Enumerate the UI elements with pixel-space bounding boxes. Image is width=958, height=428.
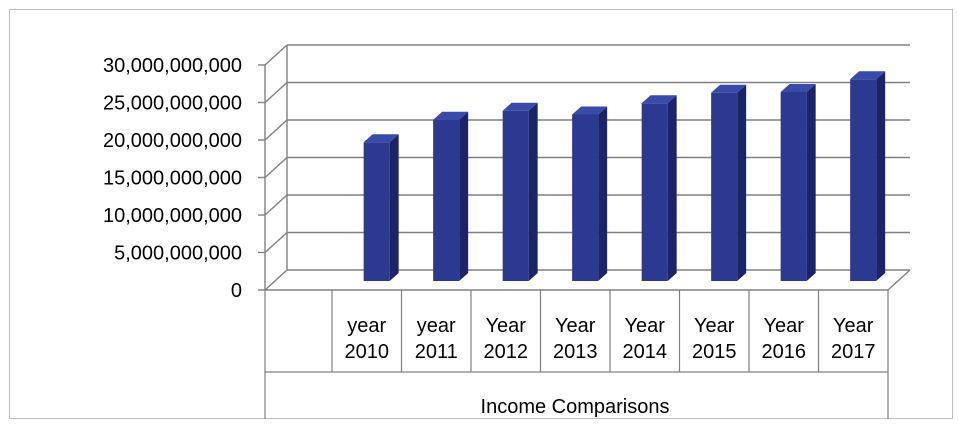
bar-front-face <box>433 119 460 281</box>
category-label: Year 2014 <box>623 315 668 363</box>
bar-side-face <box>598 106 608 281</box>
bar-top-face <box>433 111 469 120</box>
y-tick-label: 20,000,000,000 <box>103 130 242 152</box>
bar-front-face <box>850 79 877 281</box>
y-axis-tick-labels: 0 5,000,000,000 10,000,000,000 15,000,000,0… <box>103 55 242 302</box>
bar <box>433 111 469 281</box>
bar <box>711 84 747 281</box>
x-axis-category-labels: year 2010 year 2011 Year 2012 Year 2013 Year 2014… <box>345 315 876 363</box>
bar-top-face <box>572 106 608 115</box>
category-label-line: 2016 <box>762 341 807 363</box>
bar-side-face <box>389 134 399 281</box>
category-label-line: 2014 <box>623 341 668 363</box>
y-tick-label: 5,000,000,000 <box>114 243 242 265</box>
category-label-line: 2015 <box>692 341 737 363</box>
bar-side-face <box>806 84 816 281</box>
bar <box>780 84 816 281</box>
category-label-line: Year <box>486 315 527 337</box>
bar <box>572 106 608 281</box>
bar-side-face <box>737 84 747 281</box>
gridline-depth <box>264 269 288 291</box>
category-label-line: Year <box>694 315 735 337</box>
category-label-line: Year <box>555 315 596 337</box>
y-tick-label: 25,000,000,000 <box>103 93 242 115</box>
category-label-line: Year <box>625 315 666 337</box>
bar-top-face <box>780 84 816 92</box>
bar <box>502 102 538 281</box>
bar-top-face <box>363 134 399 143</box>
bar-side-face <box>528 102 538 281</box>
gridline-depth <box>264 156 288 179</box>
y-tick-label: 10,000,000,000 <box>103 205 242 227</box>
category-label-line: year <box>417 315 456 337</box>
bar-front-face <box>572 114 599 281</box>
category-label: Year 2012 <box>484 315 529 363</box>
category-group-label: Income Comparisons <box>481 396 670 418</box>
bar-top-face <box>641 95 677 104</box>
category-label: Year 2016 <box>762 315 807 363</box>
bar-top-face <box>711 84 747 93</box>
bar-front-face <box>502 110 529 281</box>
y-tick-label: 15,000,000,000 <box>103 168 242 190</box>
bars <box>363 71 886 281</box>
bar <box>641 95 677 281</box>
bar-side-face <box>459 111 469 281</box>
category-label: Year 2013 <box>553 315 598 363</box>
bar-front-face <box>363 142 390 281</box>
bar-front-face <box>641 103 668 281</box>
category-label-line: Year <box>764 315 805 337</box>
category-label-line: 2012 <box>484 341 529 363</box>
category-label-line: 2013 <box>553 341 598 363</box>
bar-side-face <box>667 95 677 281</box>
category-label-line: 2017 <box>831 341 876 363</box>
bar-side-face <box>876 71 886 281</box>
gridline-depth <box>264 81 288 104</box>
category-label-line: Year <box>833 315 874 337</box>
category-label: Year 2015 <box>692 315 737 363</box>
category-label-line: 2011 <box>415 341 458 363</box>
category-label-line: year <box>347 315 386 337</box>
bar <box>850 71 886 281</box>
bar-top-face <box>502 102 538 111</box>
y-tick-label: 0 <box>231 280 242 302</box>
y-tick-label: 30,000,000,000 <box>103 55 242 77</box>
bar-front-face <box>711 92 738 281</box>
gridline-depth <box>264 231 288 254</box>
category-label-line: 2010 <box>345 341 390 363</box>
bar-top-face <box>850 71 886 80</box>
axes <box>264 45 911 419</box>
category-label: year 2010 <box>345 315 390 363</box>
category-label: Year 2017 <box>831 315 876 363</box>
gridline-depth <box>264 44 288 66</box>
floor-right-edge <box>887 269 911 291</box>
category-label: year 2011 <box>415 315 458 363</box>
bar-front-face <box>780 92 807 281</box>
gridline-depth <box>264 119 288 141</box>
bar <box>363 134 399 281</box>
gridline-depth <box>264 194 288 216</box>
